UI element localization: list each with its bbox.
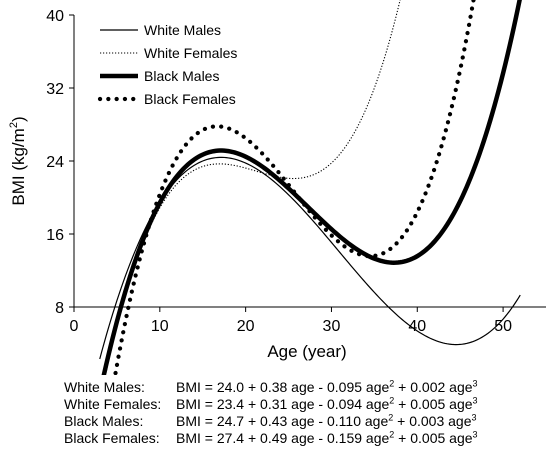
y-axis-title: BMI (kg/m2) xyxy=(8,116,28,205)
equation-label: Black Females: xyxy=(64,430,160,446)
legend: White Males White Females Black Males Black… xyxy=(97,22,237,107)
y-tick-label: 32 xyxy=(46,81,64,98)
x-tick-label: 30 xyxy=(323,318,341,335)
equations-block: White Males: BMI = 24.0 + 0.38 age - 0.09… xyxy=(64,379,478,447)
x-tick-label: 10 xyxy=(151,318,169,335)
equation-formula: BMI = 24.0 + 0.38 age - 0.095 age2 + 0.0… xyxy=(176,378,478,395)
equation-row: Black Males: BMI = 24.7 + 0.43 age - 0.11… xyxy=(64,413,478,430)
axes xyxy=(69,14,546,312)
tick-labels: 8 16 24 32 40 0 10 20 30 40 50 xyxy=(46,8,512,335)
equation-row: White Females: BMI = 23.4 + 0.31 age - 0.… xyxy=(64,396,478,413)
series-lines xyxy=(99,0,522,375)
x-tick-label: 40 xyxy=(408,318,426,335)
y-axis-title-main: BMI (kg/m xyxy=(9,128,28,205)
equation-label: White Females: xyxy=(64,396,162,412)
y-tick-label: 40 xyxy=(46,8,64,25)
x-axis-title: Age (year) xyxy=(267,342,346,361)
y-axis-title-sup: 2 xyxy=(8,122,20,128)
legend-label: Black Males xyxy=(144,68,219,84)
equation-row: Black Females: BMI = 27.4 + 0.49 age - 0.… xyxy=(64,430,478,447)
series-line-white-females xyxy=(104,0,401,375)
equation-row: White Males: BMI = 24.0 + 0.38 age - 0.09… xyxy=(64,379,478,396)
series-line-black-males xyxy=(101,0,522,375)
y-tick-label: 8 xyxy=(55,300,64,317)
legend-label: Black Females xyxy=(144,91,236,107)
x-tick-label: 0 xyxy=(70,318,79,335)
y-axis-title-close: ) xyxy=(9,116,28,122)
y-tick-label: 16 xyxy=(46,227,64,244)
x-tick-label: 20 xyxy=(237,318,255,335)
equation-formula: BMI = 23.4 + 0.31 age - 0.094 age2 + 0.0… xyxy=(176,395,478,412)
equation-label: Black Males: xyxy=(64,413,144,429)
y-tick-label: 24 xyxy=(46,154,64,171)
legend-label: White Males xyxy=(144,22,221,38)
bmi-age-chart: 8 16 24 32 40 0 10 20 30 40 50 White Males White Fe… xyxy=(8,0,546,375)
x-tick-label: 50 xyxy=(494,318,512,335)
equation-label: White Males: xyxy=(64,379,145,395)
legend-label: White Females xyxy=(144,45,237,61)
series-line-black-females xyxy=(113,0,476,375)
equation-formula: BMI = 24.7 + 0.43 age - 0.110 age2 + 0.0… xyxy=(176,412,477,429)
equation-formula: BMI = 27.4 + 0.49 age - 0.159 age2 + 0.0… xyxy=(176,429,478,446)
